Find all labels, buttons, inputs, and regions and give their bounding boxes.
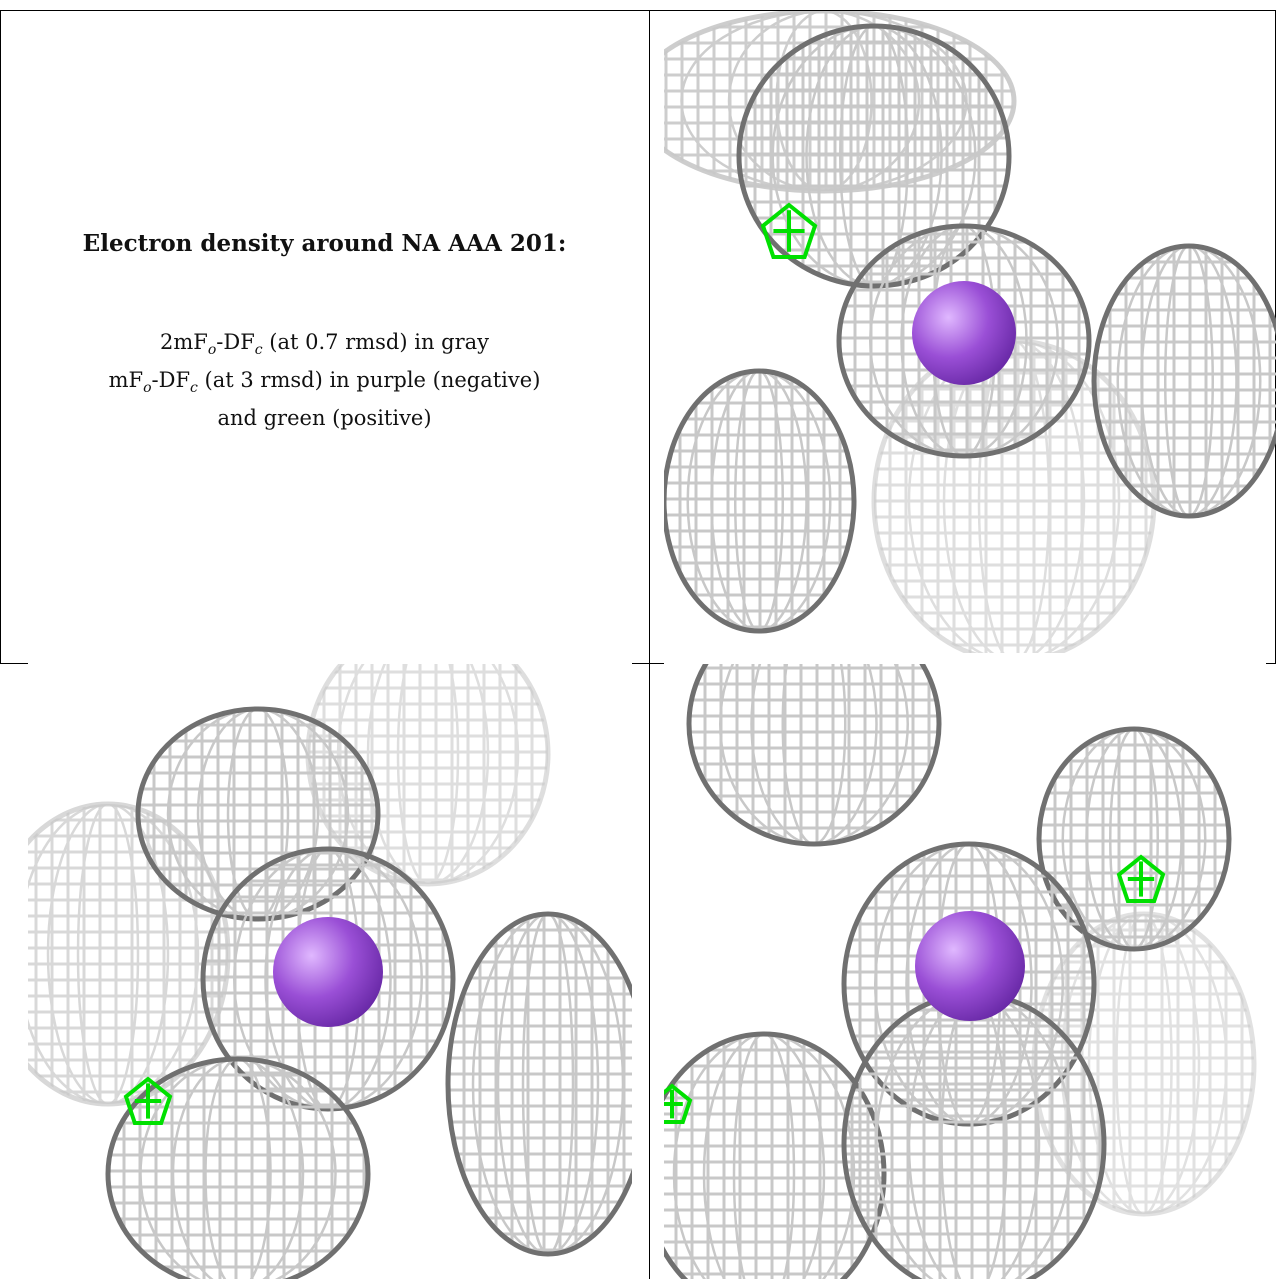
density-mesh [664, 1031, 887, 1279]
sodium-atom [273, 917, 383, 1027]
border-left [0, 10, 1, 663]
density-view-2 [28, 664, 632, 1279]
legend-line-green: and green (positive) [217, 406, 432, 431]
legend-line-2mfo: 2mFo-DFc (at 0.7 rmsd) in gray [159, 329, 490, 358]
positive-density [123, 1076, 173, 1125]
divider-horizontal-mid [632, 663, 664, 664]
density-mesh [664, 368, 857, 634]
divider-horizontal-left [0, 663, 28, 664]
density-view-3 [664, 664, 1266, 1279]
positive-density [1116, 854, 1166, 903]
positive-density [664, 1083, 693, 1124]
mesh-render [28, 664, 632, 1279]
density-mesh [686, 664, 942, 847]
mesh-render [664, 664, 1257, 1279]
divider-horizontal-right [1266, 663, 1276, 664]
divider-vertical [649, 10, 650, 1279]
mesh-render [664, 11, 1276, 653]
density-mesh [28, 801, 231, 1107]
positive-density [760, 202, 818, 259]
legend-cell: Electron density around NA AAA 201: 2mFo… [0, 0, 649, 663]
border-top [0, 10, 1276, 11]
legend-title: Electron density around NA AAA 201: [82, 229, 567, 257]
density-view-1 [664, 11, 1276, 653]
density-mesh [1091, 243, 1276, 519]
legend-line-mfo: mFo-DFc (at 3 rmsd) in purple (negative) [108, 368, 541, 397]
density-mesh [135, 706, 381, 922]
sodium-atom [915, 911, 1025, 1021]
sodium-atom [912, 281, 1016, 385]
density-mesh [445, 911, 632, 1257]
density-mesh [1036, 726, 1232, 952]
